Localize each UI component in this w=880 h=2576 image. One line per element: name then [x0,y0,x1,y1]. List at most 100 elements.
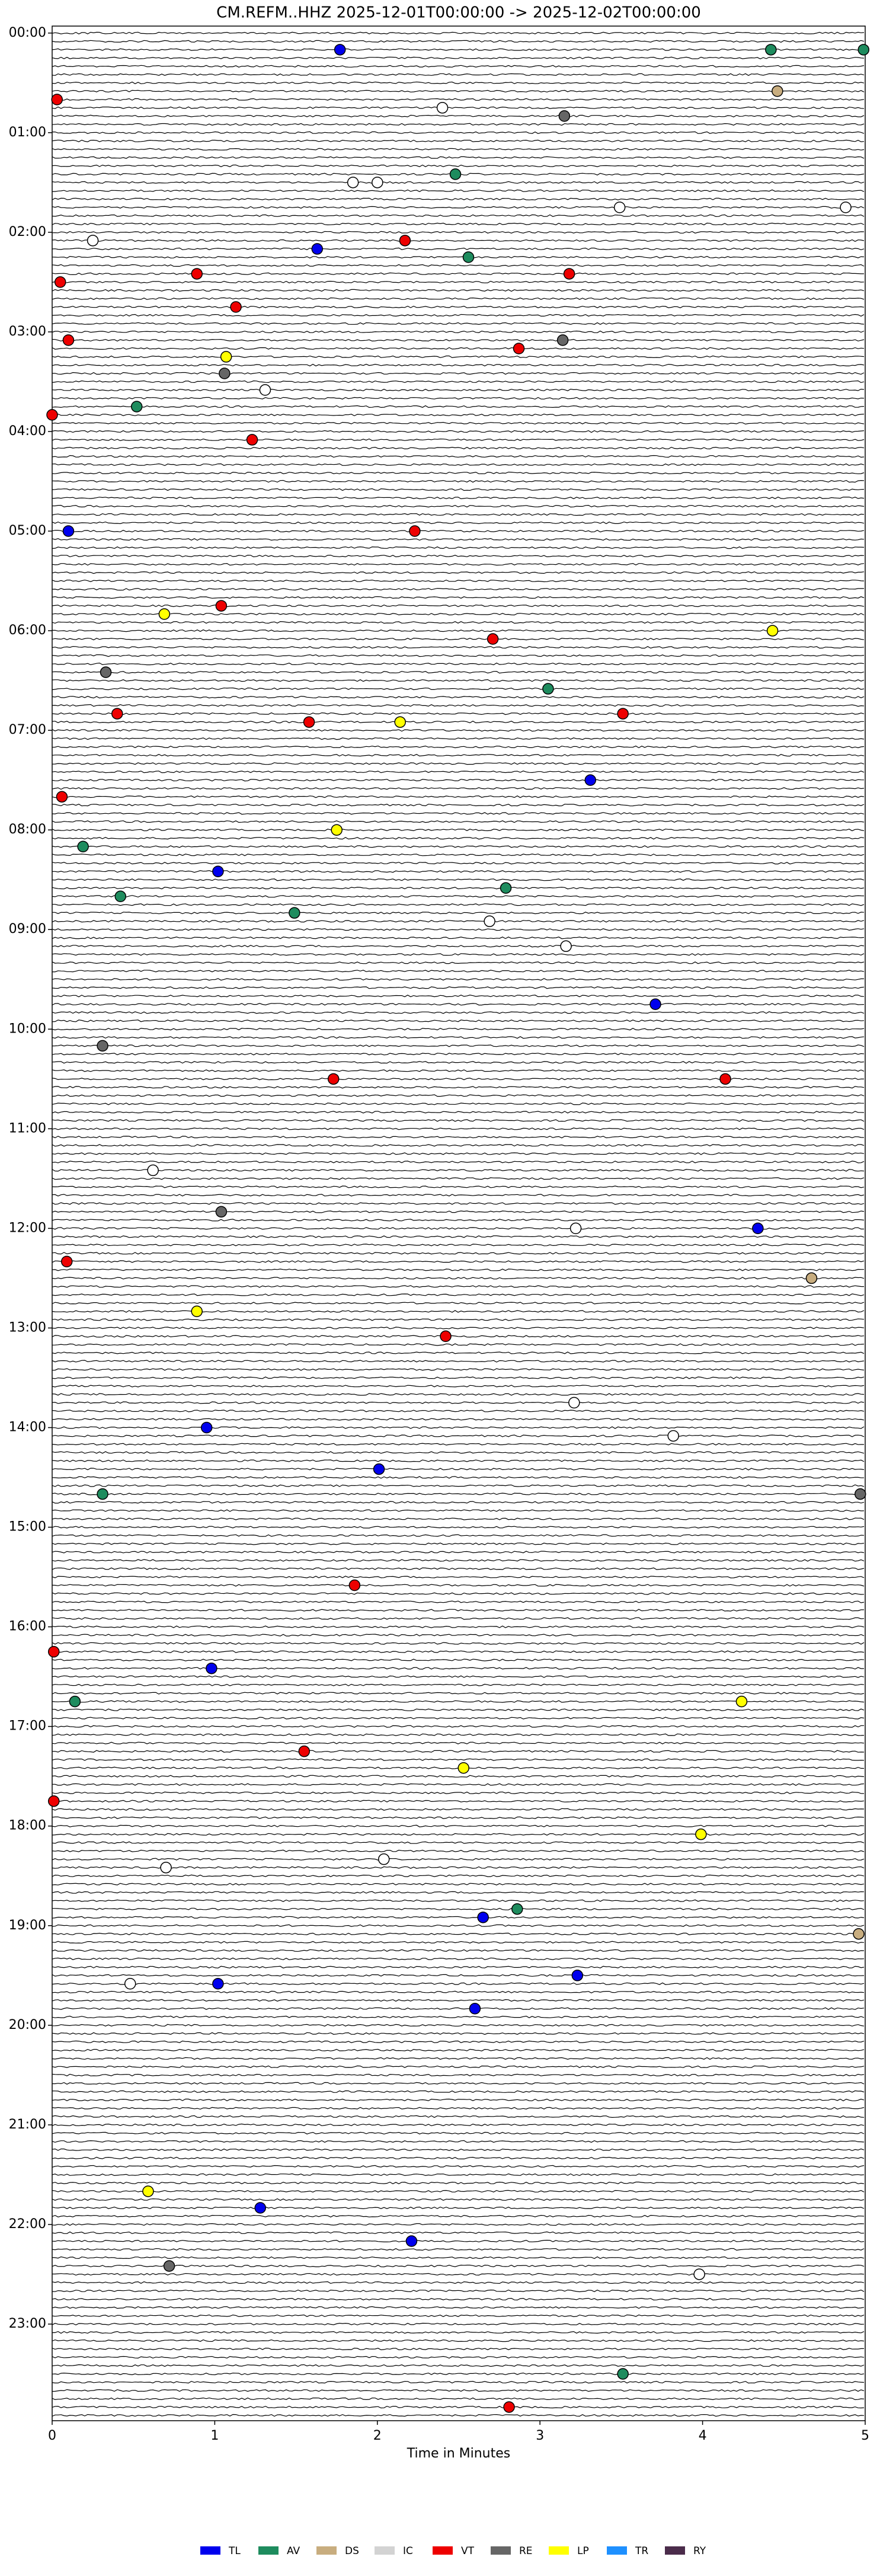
trace [52,2364,865,2367]
event-marker [69,1695,81,1708]
trace [52,1509,865,1512]
event-marker [719,1073,731,1085]
trace [52,1144,865,1147]
trace [52,264,865,267]
trace [52,953,865,956]
trace [52,446,865,450]
event-marker [667,1430,679,1442]
trace [52,961,865,964]
trace [52,1019,865,1022]
trace [52,538,865,541]
trace [52,156,865,159]
trace [52,720,864,724]
y-tick-label: 16:00 [9,1619,46,1634]
x-tick-label: 4 [699,2428,707,2443]
event-marker [440,1330,452,1343]
trace [52,546,865,549]
trace [52,687,865,691]
event-marker [254,2202,266,2214]
trace [52,1974,865,1977]
trace [52,1335,865,1338]
event-marker [752,1222,764,1235]
event-marker [484,915,495,928]
trace [52,1410,865,1412]
trace [52,2156,865,2160]
trace [52,272,864,276]
trace [52,197,865,201]
trace [52,40,865,43]
trace [52,878,865,881]
trace [52,1443,864,1446]
y-tick-label: 21:00 [9,2117,46,2132]
trace [52,1169,865,1172]
trace [52,2073,865,2076]
trace [52,31,865,34]
trace [52,297,865,301]
trace [52,787,865,790]
trace [52,854,865,856]
trace [52,2264,865,2268]
event-marker [805,1272,818,1284]
trace [52,2148,865,2152]
trace [52,181,865,184]
event-marker [327,1073,340,1085]
trace [52,1252,865,1255]
event-marker [617,708,629,720]
trace [52,2414,865,2417]
trace [52,106,865,109]
trace [52,1393,865,1396]
trace [52,1102,865,1105]
trace [52,2107,865,2110]
x-tick-label: 3 [536,2428,544,2443]
event-marker [191,268,203,280]
trace [52,1650,865,1653]
trace [52,1683,865,1686]
trace [52,338,865,342]
y-tick-label: 19:00 [9,1918,46,1933]
trace [52,148,865,151]
trace [52,480,865,483]
trace [52,239,865,242]
trace [52,1517,865,1520]
event-marker [87,235,99,247]
legend-swatch [316,2546,337,2555]
trace [52,2032,865,2035]
event-marker [853,1928,865,1940]
trace [52,728,865,732]
trace [52,2231,865,2235]
legend-label: IC [403,2545,413,2557]
trace [52,1268,864,1271]
trace [52,1907,865,1910]
event-marker [568,1396,580,1409]
y-tick-label: 15:00 [9,1520,46,1535]
legend-swatch [665,2546,685,2555]
trace [52,704,865,707]
legend-label: AV [287,2545,300,2557]
y-tick-label: 22:00 [9,2217,46,2232]
trace [52,1468,865,1471]
trace [52,1111,865,1114]
trace [52,1808,865,1811]
trace [52,1883,865,1885]
y-tick-label: 10:00 [9,1021,46,1036]
event-marker [347,177,359,188]
trace [52,521,865,525]
y-tick-label: 17:00 [9,1719,46,1734]
legend-label: TR [635,2545,648,2557]
y-tick-label: 00:00 [9,25,46,40]
trace [52,2273,865,2276]
event-marker [348,1579,361,1591]
event-marker [130,401,143,413]
y-tick-label: 08:00 [9,822,46,837]
trace [52,1244,865,1247]
trace [52,1235,865,1238]
event-marker [378,1853,390,1865]
trace [52,2239,865,2243]
trace [52,829,865,832]
trace [52,1849,865,1852]
trace [52,48,865,51]
event-marker [405,2235,418,2247]
trace [52,330,865,334]
trace [52,56,865,59]
trace [52,986,865,989]
